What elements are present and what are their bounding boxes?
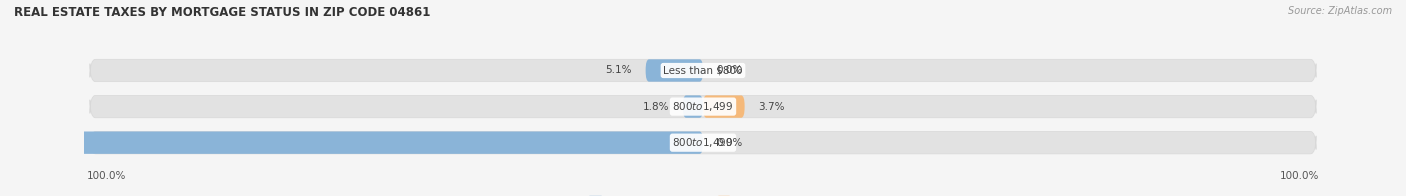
Text: REAL ESTATE TAXES BY MORTGAGE STATUS IN ZIP CODE 04861: REAL ESTATE TAXES BY MORTGAGE STATUS IN …	[14, 6, 430, 19]
FancyBboxPatch shape	[90, 95, 1316, 118]
Text: $800 to $1,499: $800 to $1,499	[672, 100, 734, 113]
Text: 100.0%: 100.0%	[87, 171, 127, 181]
FancyBboxPatch shape	[90, 132, 1316, 154]
Text: 100.0%: 100.0%	[1279, 171, 1319, 181]
Text: Less than $800: Less than $800	[664, 65, 742, 75]
Text: 3.7%: 3.7%	[758, 102, 785, 112]
FancyBboxPatch shape	[0, 132, 703, 154]
Text: 0.0%: 0.0%	[717, 138, 742, 148]
FancyBboxPatch shape	[703, 95, 745, 118]
Legend: Without Mortgage, With Mortgage: Without Mortgage, With Mortgage	[585, 191, 821, 196]
Text: $800 to $1,499: $800 to $1,499	[672, 136, 734, 149]
Text: 1.8%: 1.8%	[643, 102, 669, 112]
Text: Source: ZipAtlas.com: Source: ZipAtlas.com	[1288, 6, 1392, 16]
Text: 5.1%: 5.1%	[606, 65, 633, 75]
FancyBboxPatch shape	[645, 59, 703, 82]
FancyBboxPatch shape	[90, 59, 1316, 82]
Text: 0.0%: 0.0%	[717, 65, 742, 75]
FancyBboxPatch shape	[683, 95, 703, 118]
